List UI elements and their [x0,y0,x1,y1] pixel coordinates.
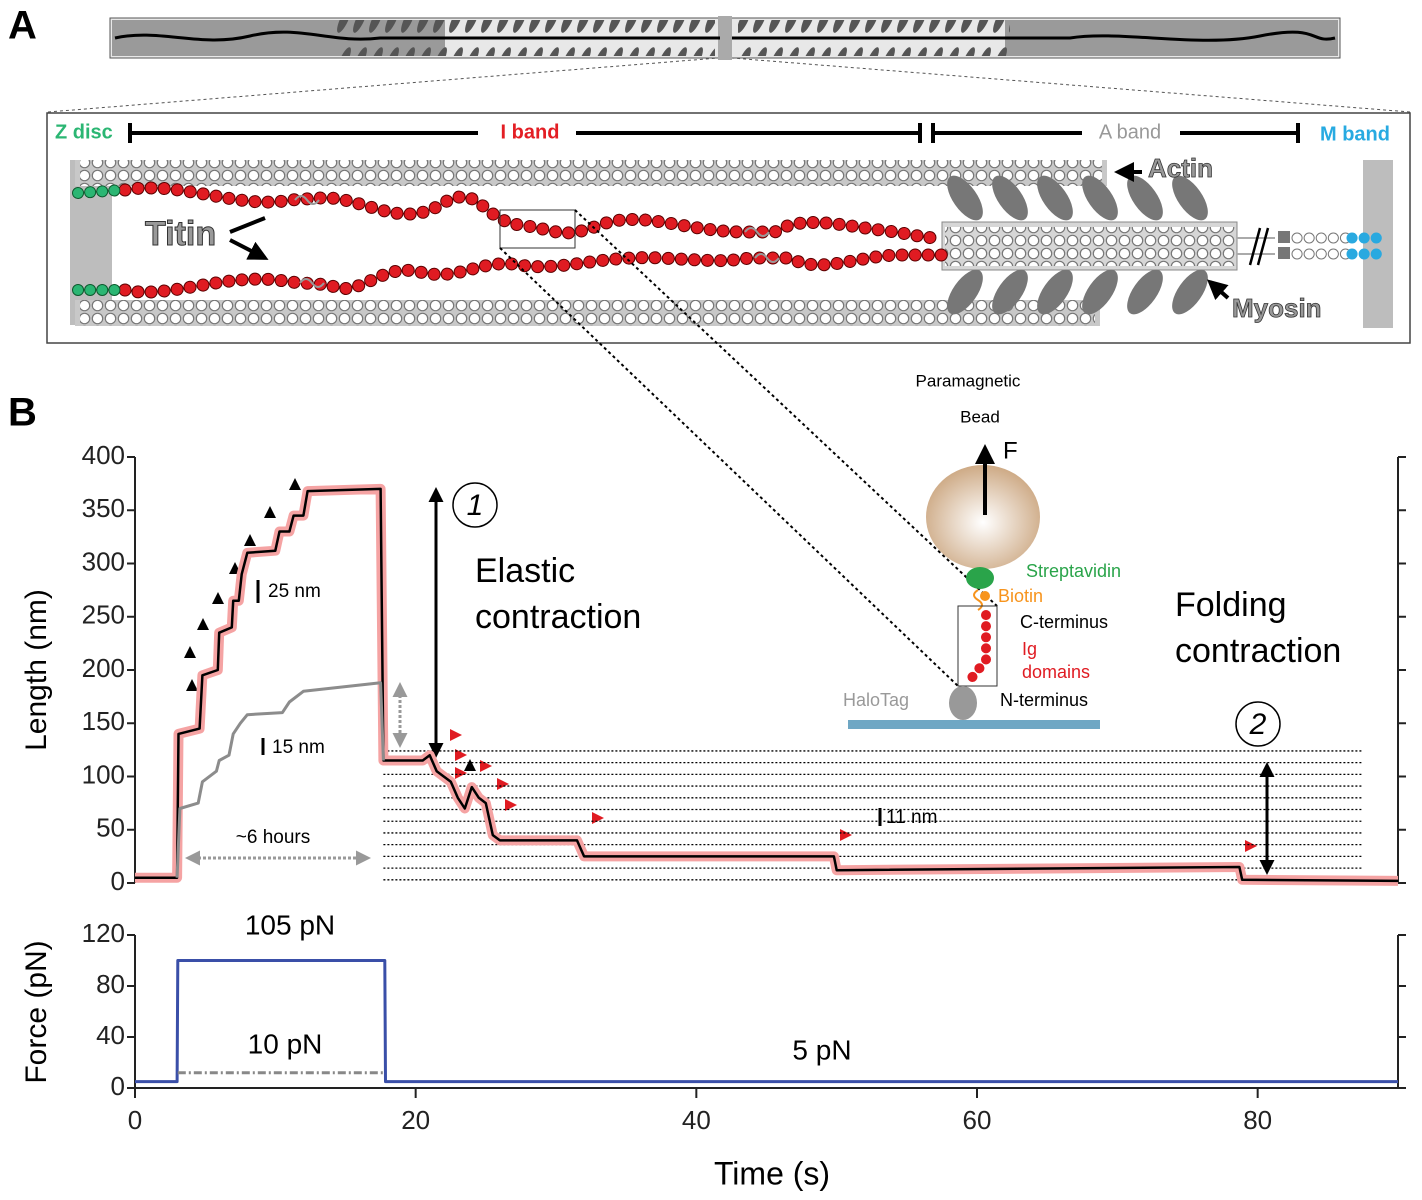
annotation: 5 pN [792,1034,851,1065]
step-marker [505,799,517,811]
trace-line [135,959,1398,1084]
step-marker [289,478,301,490]
y-tick-label: 300 [82,546,125,576]
step-marker [497,778,509,790]
sarcomere-overview [47,16,1411,113]
step-marker [592,812,604,824]
annotation: 15 nm [272,737,325,758]
step-marker [212,592,224,604]
y-tick-label: 120 [82,918,125,948]
x-tick-label: 40 [682,1105,711,1135]
step-marker [840,829,852,841]
z-disc-label: Z disc [55,121,113,143]
annotation: 11 nm [886,807,937,828]
n-terminus-label: N-terminus [1000,690,1088,710]
ig-label: Ig [1022,639,1037,659]
annotation: 1 [467,489,484,522]
actin-label: Actin [1148,153,1213,183]
step-marker [455,749,467,761]
step-marker [455,767,467,779]
y-tick-label: 0 [111,1071,125,1101]
length-annotations: 25 nm 15 nm 11 nm ~6 hours 1 Elastic con… [185,482,1341,875]
step-marker [264,506,276,518]
panel-label: A [8,4,37,48]
bead-label: Bead [960,407,1000,426]
step-marker [197,618,209,630]
force-label: F [1003,437,1018,464]
sarcomere-detail: Z disc I band A band M band Titin Actin [46,112,1411,344]
annotation: contraction [475,598,641,636]
panel-label: B [8,391,37,435]
step-marker [450,729,462,741]
annotation: ~6 hours [236,827,310,848]
y-tick-label: 350 [82,493,125,523]
a-band-label: A band [1099,121,1161,143]
y-tick-label: 50 [96,813,125,843]
step-marker [186,679,198,691]
annotation: 105 pN [245,909,335,940]
x-axis-label: Time (s) [714,1155,830,1191]
titin-label: Titin [145,215,216,253]
y-tick-label: 40 [96,1020,125,1050]
force-annotations: 105 pN 10 pN 5 pN [245,909,852,1065]
x-tick-label: 20 [401,1105,430,1135]
trace-halo [135,483,1399,886]
y-tick-label: 250 [82,600,125,630]
annotation: 25 nm [268,581,321,602]
m-band-label: M band [1320,123,1390,145]
annotation: 10 pN [248,1028,323,1059]
x-tick-label: 0 [128,1105,142,1135]
biotin-label: Biotin [998,586,1043,606]
step-marker [1245,840,1257,852]
x-tick-label: 80 [1243,1105,1272,1135]
y-tick-label: 400 [82,440,125,470]
myosin-label: Myosin [1232,293,1322,323]
bead-label: Paramagnetic [916,371,1021,390]
setup-inset: Paramagnetic Bead F Streptavidin Biotin … [499,209,1121,729]
y-tick-label: 0 [111,866,125,896]
streptavidin-label: Streptavidin [1026,561,1121,581]
annotation: Elastic [475,552,575,590]
halotag-label: HaloTag [843,690,909,710]
y-axis-label: Length (nm) [20,589,53,751]
x-tick-label: 60 [963,1105,992,1135]
step-marker [244,534,256,546]
y-tick-label: 80 [96,969,125,999]
trace-line [175,681,385,878]
y-tick-label: 150 [82,706,125,736]
c-terminus-label: C-terminus [1020,612,1108,632]
step-marker [464,759,476,771]
trace-line [135,487,1399,883]
i-band-label: I band [501,121,560,143]
step-marker [480,760,492,772]
y-tick-label: 200 [82,653,125,683]
annotation: 2 [1249,708,1267,741]
step-marker [184,646,196,658]
annotation: Folding [1175,586,1287,624]
annotation: contraction [1175,632,1341,670]
y-tick-label: 100 [82,759,125,789]
y-axis-label: Force (pN) [20,940,53,1083]
domains-label: domains [1022,662,1090,682]
